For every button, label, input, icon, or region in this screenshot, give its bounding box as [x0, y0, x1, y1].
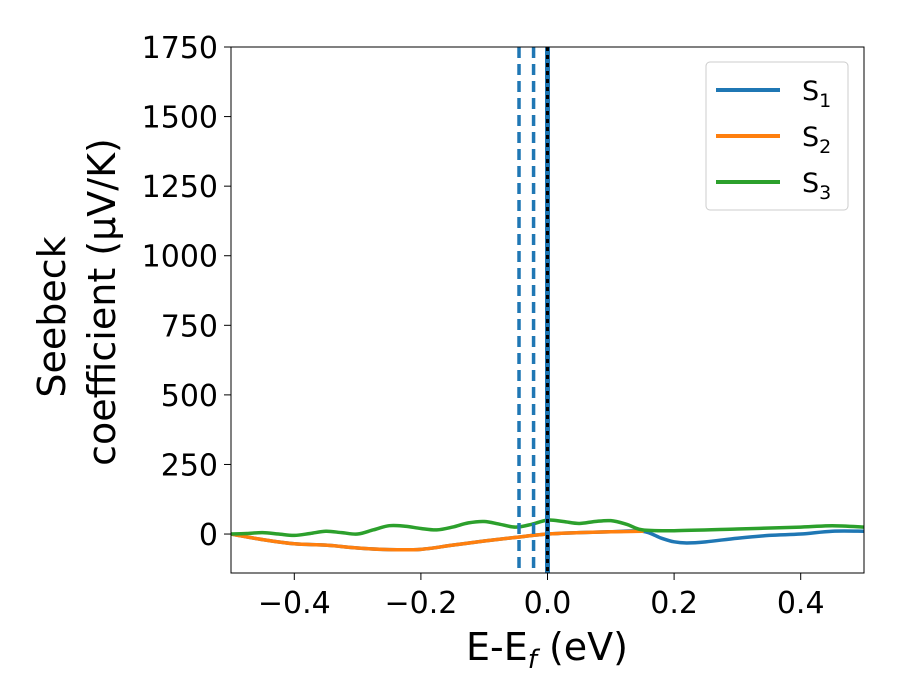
y-tick-label: 1000: [142, 240, 218, 275]
legend-label-s2: S2: [802, 122, 831, 158]
legend-label-s1: S1: [802, 76, 831, 112]
x-tick-label: −0.4: [258, 586, 331, 621]
y-axis: 0 250 500 750 1000 1250 1500 1750: [142, 31, 231, 553]
x-tick-label: −0.2: [384, 586, 457, 621]
x-axis-label-unit: (eV): [537, 625, 628, 669]
x-tick-label: 0.0: [524, 586, 572, 621]
y-tick-label: 1500: [142, 101, 218, 136]
y-axis-label-line1: Seebeck: [30, 236, 74, 397]
legend: S1 S2 S3: [705, 61, 849, 211]
y-tick-label: 500: [161, 379, 218, 414]
y-tick-label: 1750: [142, 31, 218, 66]
x-axis-label: E-Ef (eV): [466, 625, 628, 675]
y-tick-label: 1250: [142, 170, 218, 205]
y-axis-label-line2: coefficient (μV/K): [80, 138, 124, 466]
legend-label-s3: S3: [802, 168, 831, 204]
plot-area: [231, 47, 864, 573]
y-tick-label: 0: [199, 518, 218, 553]
y-tick-label: 250: [161, 448, 218, 483]
series-line-s2: [231, 529, 645, 552]
x-tick-label: 0.2: [650, 586, 698, 621]
x-axis-label-main: E-E: [466, 625, 528, 669]
x-axis: −0.4 −0.2 0.0 0.2 0.4: [258, 573, 825, 621]
x-tick-label: 0.4: [777, 586, 825, 621]
plot-frame: [230, 46, 865, 574]
series-line-s3: [231, 518, 864, 538]
y-tick-label: 750: [161, 309, 218, 344]
